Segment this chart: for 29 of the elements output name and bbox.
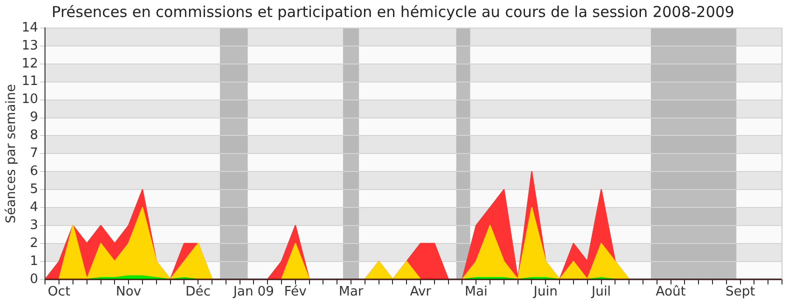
- y-tick-label: 4: [30, 200, 38, 215]
- y-tick-label: 10: [22, 92, 38, 108]
- y-tick-label: 1: [30, 254, 38, 269]
- x-tick-label: Jan 09: [232, 284, 274, 300]
- y-tick-label: 6: [30, 164, 38, 180]
- x-tick-label: Oct: [48, 284, 70, 300]
- y-tick-label: 8: [30, 128, 38, 144]
- y-tick-label: 2: [30, 236, 38, 251]
- x-tick-label: Déc: [185, 284, 211, 300]
- x-tick-label: Nov: [116, 284, 142, 300]
- x-tick-label: Mar: [338, 284, 364, 300]
- x-tick-label: Juil: [590, 284, 611, 300]
- x-tick-label: Sept: [725, 284, 756, 300]
- y-tick-label: 12: [22, 56, 38, 72]
- y-tick-label: 3: [30, 218, 38, 233]
- chart-title: Présences en commissions et participation en hémicycle au cours de la session 2008-2009: [52, 2, 734, 21]
- x-tick-label: Fév: [284, 284, 307, 300]
- y-tick-label: 11: [22, 74, 38, 90]
- y-axis-title: Séances par semaine: [4, 84, 20, 224]
- y-tick-label: 7: [30, 146, 38, 162]
- x-tick-label: Avr: [410, 284, 432, 300]
- y-tick-label: 0: [30, 272, 38, 287]
- x-tick-label: Juin: [532, 284, 558, 300]
- x-tick-label: Août: [656, 284, 686, 300]
- y-tick-label: 5: [30, 182, 38, 197]
- x-tick-label: Mai: [464, 284, 488, 300]
- y-tick-label: 9: [30, 110, 38, 126]
- y-tick-label: 14: [22, 20, 38, 36]
- y-tick-label: 13: [22, 38, 38, 54]
